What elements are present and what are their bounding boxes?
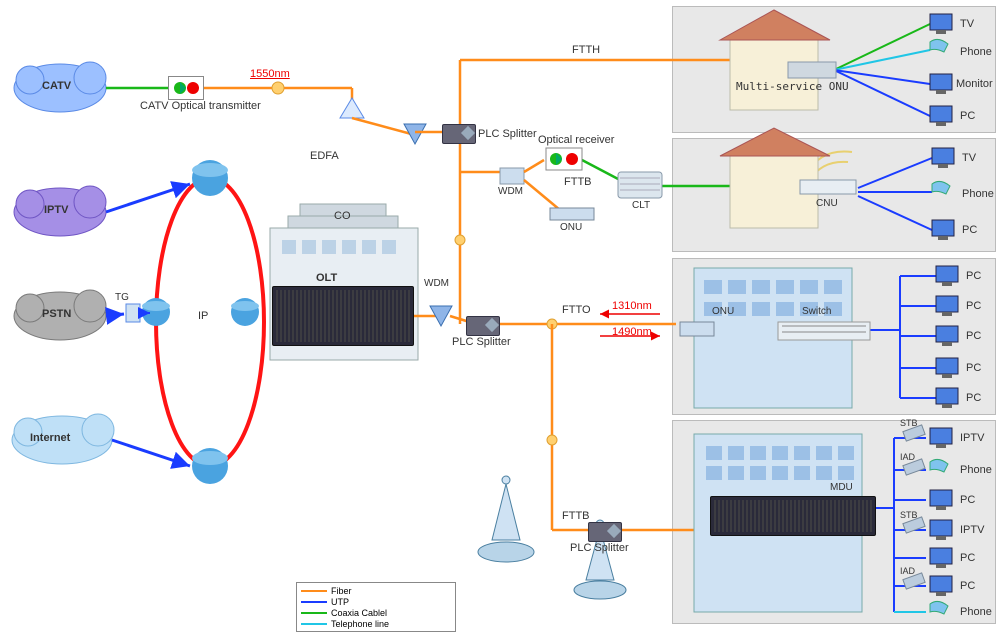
legend-tel-swatch bbox=[301, 623, 327, 625]
cloud-catv-label: CATV bbox=[42, 80, 71, 92]
wdm-label-top: WDM bbox=[424, 278, 449, 289]
ep-pc7: PC bbox=[966, 392, 981, 404]
wl-1490: 1490nm bbox=[612, 326, 652, 338]
ftto-label: FTTO bbox=[562, 304, 591, 316]
monitors-ftto bbox=[936, 266, 958, 408]
fttb-label: FTTB bbox=[564, 176, 592, 188]
ftth-label: FTTH bbox=[572, 44, 600, 56]
mdu-label: MDU bbox=[830, 482, 853, 493]
legend-utp: UTP bbox=[331, 597, 349, 607]
legend-coax-swatch bbox=[301, 612, 327, 614]
ep-iptv1: IPTV bbox=[960, 432, 984, 444]
onu2-label: ONU bbox=[712, 306, 734, 317]
ep-monitor: Monitor bbox=[956, 78, 993, 90]
router-right bbox=[231, 298, 259, 326]
tg-device bbox=[126, 304, 140, 322]
optrx-label: Optical receiver bbox=[538, 134, 614, 146]
ep-phone2: Phone bbox=[962, 188, 994, 200]
ep-phone1: Phone bbox=[960, 46, 992, 58]
ip-label: IP bbox=[198, 310, 208, 322]
ep-pc8: PC bbox=[960, 494, 975, 506]
cloud-pstn-label: PSTN bbox=[42, 308, 71, 320]
legend-coax: Coaxia Cablel bbox=[331, 608, 387, 618]
olt-device bbox=[272, 286, 414, 346]
iad2-label: IAD bbox=[900, 566, 915, 576]
plc-splitter-3 bbox=[588, 522, 622, 542]
tg-label: TG bbox=[115, 292, 129, 303]
legend-fiber-swatch bbox=[301, 590, 327, 592]
plc-splitter-2 bbox=[466, 316, 500, 336]
router-bottom bbox=[192, 448, 228, 484]
plc2-label: PLC Splitter bbox=[452, 336, 511, 348]
ep-pc6: PC bbox=[966, 362, 981, 374]
cloud-internet-label: Internet bbox=[30, 432, 70, 444]
ep-pc5: PC bbox=[966, 330, 981, 342]
wl-1550: 1550nm bbox=[250, 68, 290, 80]
clt-label: CLT bbox=[632, 200, 650, 211]
router-top bbox=[192, 160, 228, 196]
ep-tv1: TV bbox=[960, 18, 974, 30]
edfa-icon bbox=[340, 98, 364, 118]
plc1-label: PLC Splitter bbox=[478, 128, 537, 140]
ep-phone4: Phone bbox=[960, 606, 992, 618]
ep-phone3: Phone bbox=[960, 464, 992, 476]
fttb2-label: FTTB bbox=[562, 510, 590, 522]
monitors-cnu bbox=[932, 148, 954, 240]
optical-rx bbox=[546, 148, 582, 170]
wdm2-label: WDM bbox=[498, 186, 523, 197]
stb1-label: STB bbox=[900, 418, 918, 428]
ep-iptv2: IPTV bbox=[960, 524, 984, 536]
ep-pc4: PC bbox=[966, 300, 981, 312]
stb2-label: STB bbox=[900, 510, 918, 520]
ep-pc2: PC bbox=[962, 224, 977, 236]
msonu-label: Multi-service ONU bbox=[736, 80, 849, 93]
legend-tel: Telephone line bbox=[331, 619, 389, 629]
plc3-label: PLC Splitter bbox=[570, 542, 629, 554]
house-ftth bbox=[720, 10, 830, 110]
plc-splitter-1 bbox=[442, 124, 476, 144]
catv-ot-icon bbox=[168, 76, 204, 100]
onu-label: ONU bbox=[560, 222, 582, 233]
ep-pc9: PC bbox=[960, 552, 975, 564]
legend: Fiber UTP Coaxia Cablel Telephone line bbox=[296, 582, 456, 632]
catv-ot-label: CATV Optical transmitter bbox=[140, 100, 261, 112]
antenna-1 bbox=[478, 476, 534, 562]
edfa-label: EDFA bbox=[310, 150, 339, 162]
co-label: CO bbox=[334, 210, 351, 222]
mdu-device bbox=[710, 496, 876, 536]
ep-pc3: PC bbox=[966, 270, 981, 282]
legend-fiber: Fiber bbox=[331, 586, 352, 596]
legend-utp-swatch bbox=[301, 601, 327, 603]
olt-label: OLT bbox=[316, 272, 337, 284]
iad1-label: IAD bbox=[900, 452, 915, 462]
ep-tv2: TV bbox=[962, 152, 976, 164]
cloud-iptv-label: IPTV bbox=[44, 204, 68, 216]
wdm2-box bbox=[500, 168, 524, 184]
cnu-label: CNU bbox=[816, 198, 838, 209]
monitors-ftth bbox=[930, 14, 952, 126]
wiring bbox=[0, 0, 1000, 640]
monitors-mdu bbox=[930, 428, 952, 614]
switch-label: Switch bbox=[802, 306, 831, 317]
wl-1310: 1310nm bbox=[612, 300, 652, 312]
house-fttb bbox=[720, 128, 830, 228]
ep-pc10: PC bbox=[960, 580, 975, 592]
ep-pc1: PC bbox=[960, 110, 975, 122]
